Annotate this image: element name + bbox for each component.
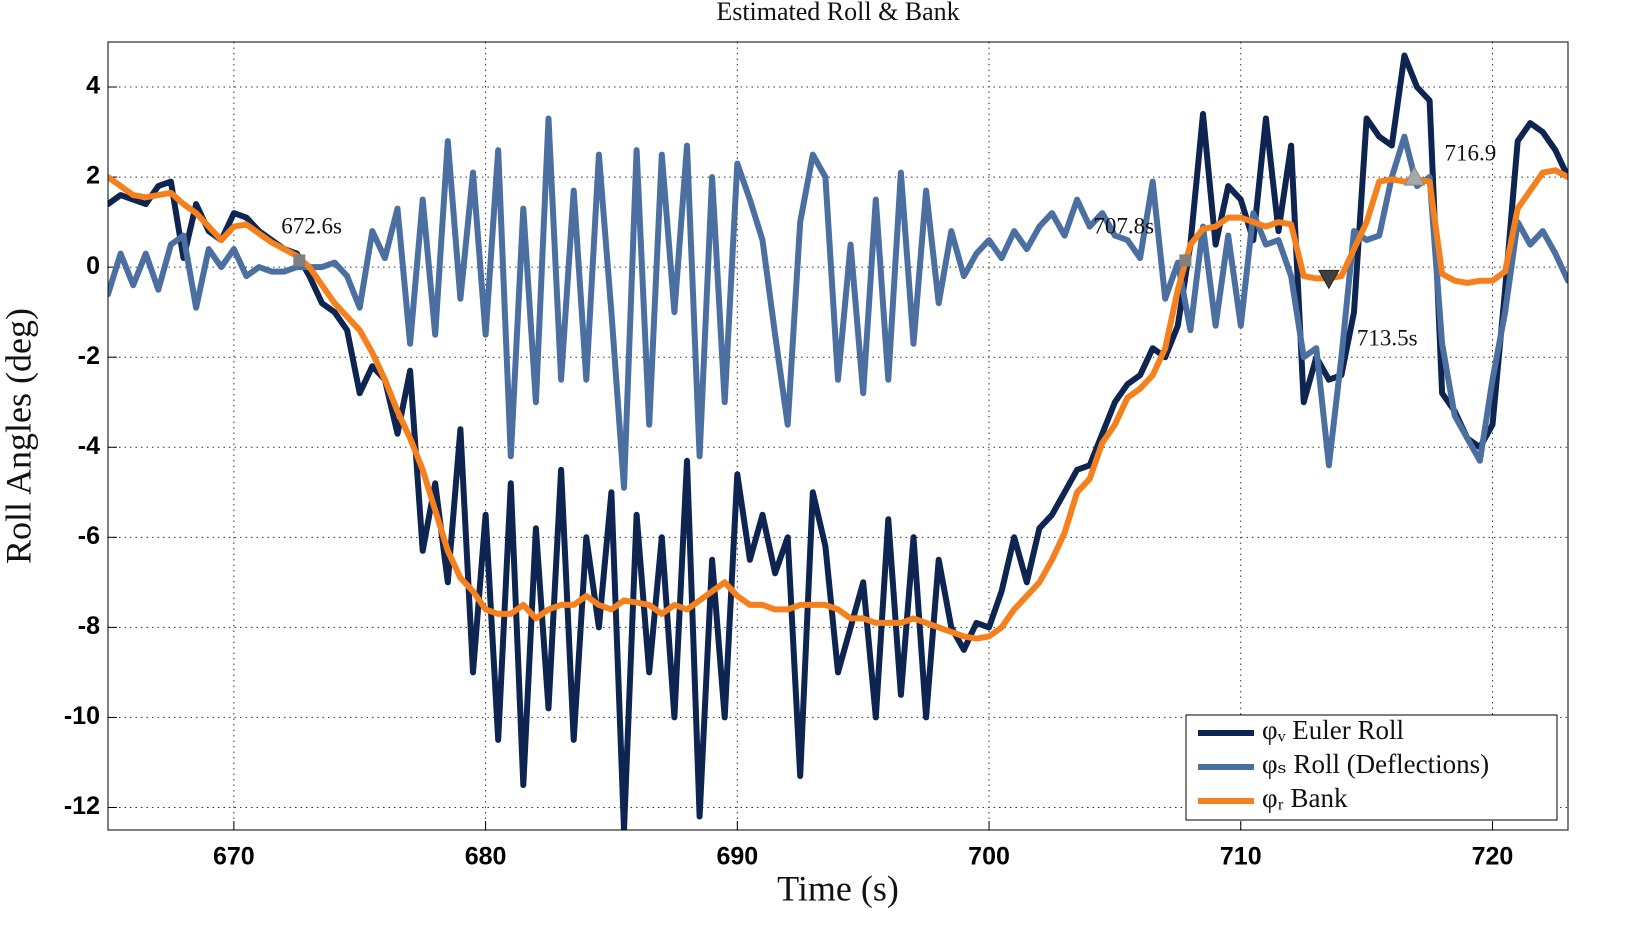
annotation-marker [1179, 254, 1192, 267]
x-axis-label: Time (s) [777, 868, 899, 908]
annotation-label: 707.8s [1093, 214, 1154, 239]
y-tick-label: -10 [64, 702, 100, 730]
series-line [108, 52, 1568, 830]
plot-lines [108, 52, 1568, 830]
y-tick-label: 4 [86, 72, 100, 100]
y-tick-label: 0 [86, 252, 100, 280]
y-tick-label: -2 [78, 342, 100, 370]
x-tick-label: 670 [213, 843, 255, 871]
y-tick-label: -8 [78, 612, 100, 640]
legend-label: φᵥ Euler Roll [1262, 715, 1404, 745]
annotation-marker [1318, 269, 1340, 290]
y-tick-label: -6 [78, 522, 100, 550]
series-line [108, 167, 1568, 642]
plot-frame [107, 41, 1569, 831]
legend-label: φₛ Roll (Deflections) [1262, 749, 1489, 779]
y-tick-label: -4 [78, 432, 100, 460]
chart-title: Estimated Roll & Bank [716, 0, 959, 26]
annotation-label: 713.5s [1357, 326, 1418, 351]
x-tick-label: 720 [1472, 843, 1514, 871]
annotation-label: 672.6s [281, 214, 342, 239]
x-tick-label: 700 [968, 843, 1010, 871]
y-axis-label: Roll Angles (deg) [0, 308, 38, 564]
annotation-marker [293, 254, 306, 267]
x-tick-label: 710 [1220, 843, 1262, 871]
y-tick-label: 2 [86, 162, 100, 190]
x-tick-label: 680 [465, 843, 507, 871]
annotation-marker [1403, 166, 1426, 186]
x-tick-label: 690 [716, 843, 758, 871]
legend-label: φᵣ Bank [1262, 783, 1348, 813]
series-line [108, 115, 1568, 491]
y-tick-label: -12 [64, 792, 100, 820]
annotation-label: 716.9 [1444, 140, 1496, 165]
